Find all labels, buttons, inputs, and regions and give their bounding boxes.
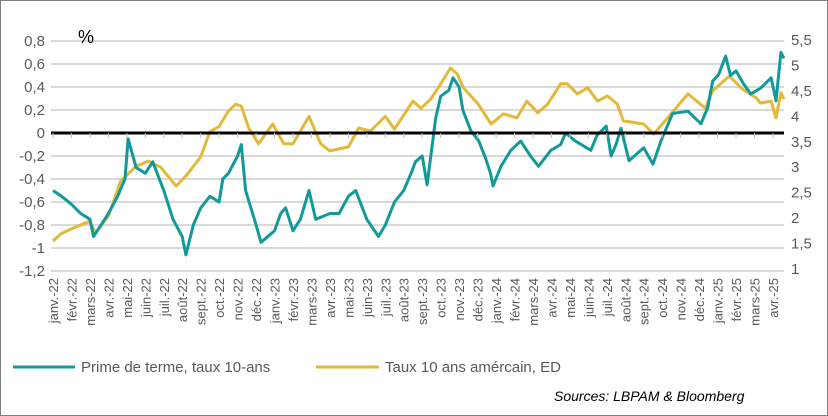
legend-label-us-10y: Taux 10 ans amércain, ED — [385, 359, 561, 376]
x-axis-tick-label: sept.-24 — [637, 278, 652, 325]
x-axis-tick-label: juil.-22 — [157, 278, 172, 317]
x-axis-tick-label: mai-23 — [341, 278, 356, 318]
x-axis-tick-label: déc.-24 — [692, 278, 707, 321]
x-axis-ticks: janv.-22 févr.-22 mars-22 avr.-22 mai-22 juin… — [46, 278, 781, 326]
x-axis-tick-label: mai-24 — [563, 278, 578, 318]
gridlines — [51, 40, 784, 272]
right-axis-ticks: 5,5 5 4,5 4 3,5 3 2,5 2 1,5 1 — [791, 32, 812, 278]
x-axis-tick-label: avr.-23 — [323, 278, 338, 318]
x-axis-tick-label: janv.-23 — [268, 278, 283, 324]
x-axis-tick-label: mars-25 — [747, 278, 762, 326]
left-axis-tick-label: -0,4 — [19, 171, 45, 188]
left-axis-tick-label: -1,2 — [19, 263, 45, 280]
left-axis-tick-label: -0,2 — [19, 148, 45, 165]
right-axis-tick-label: 5 — [791, 57, 799, 74]
x-axis-tick-label: déc.-23 — [471, 278, 486, 321]
x-axis-tick-label: avr.-22 — [101, 278, 116, 318]
left-axis-tick-label: -0,6 — [19, 194, 45, 211]
x-axis-tick-label: mars-24 — [526, 278, 541, 326]
x-axis-tick-label: janv.-22 — [46, 278, 61, 324]
x-axis-tick-label: juin-22 — [138, 278, 153, 318]
series-line-us-10y-rate — [52, 66, 786, 243]
legend-label-term-premium: Prime de terme, taux 10-ans — [81, 359, 270, 376]
right-axis-tick-label: 4 — [791, 108, 799, 125]
x-axis-tick-label: févr.-24 — [508, 278, 523, 321]
x-axis-tick-label: févr.-22 — [64, 278, 79, 321]
x-axis-tick-label: mars-22 — [83, 278, 98, 326]
left-axis-tick-label: 0 — [37, 125, 45, 142]
legend: Prime de terme, taux 10-ans Taux 10 ans … — [13, 359, 561, 376]
left-axis-ticks: 0,8 0,6 0,4 0,2 0 -0,2 -0,4 -0,6 -0,8 -1 -1,2 — [19, 33, 45, 280]
x-axis-tick-label: juil.-24 — [600, 278, 615, 317]
x-axis-tick-label: oct.-23 — [434, 278, 449, 318]
left-axis-tick-label: 0,4 — [24, 79, 45, 96]
right-axis-tick-label: 4,5 — [791, 83, 812, 100]
x-axis-tick-label: nov.-23 — [452, 278, 467, 320]
x-axis-tick-label: sept.-23 — [415, 278, 430, 325]
x-axis-tick-label: févr.-25 — [729, 278, 744, 321]
series-lines — [52, 51, 786, 257]
x-axis-tick-label: août-23 — [397, 278, 412, 322]
x-axis-tick-label: juin-24 — [581, 278, 596, 318]
x-axis-tick-label: janv.-24 — [489, 278, 504, 324]
right-axis-tick-label: 3,5 — [791, 134, 812, 151]
series-line-term-premium — [52, 51, 786, 257]
right-axis-tick-label: 1,5 — [791, 236, 812, 253]
source-note: Sources: LBPAM & Bloomberg — [554, 388, 745, 404]
left-axis-tick-label: -0,8 — [19, 217, 45, 234]
right-axis-tick-label: 2,5 — [791, 185, 812, 202]
x-axis-tick-label: févr.-23 — [286, 278, 301, 321]
x-axis-tick-label: avr.-24 — [544, 278, 559, 318]
right-axis-tick-label: 2 — [791, 210, 799, 227]
right-axis-tick-label: 1 — [791, 261, 799, 278]
x-axis-tick-label: mars-23 — [304, 278, 319, 326]
x-axis-tick-label: oct.-22 — [212, 278, 227, 318]
right-axis-tick-label: 5,5 — [791, 32, 812, 49]
x-axis-tick-label: déc.-22 — [249, 278, 264, 321]
left-axis-tick-label: -1 — [32, 240, 45, 257]
unit-label: % — [78, 27, 94, 47]
x-axis-tick-label: nov.-24 — [674, 278, 689, 320]
zero-line-tick-marks — [52, 133, 774, 138]
x-axis-tick-label: juil.-23 — [378, 278, 393, 317]
x-axis-tick-label: août-22 — [175, 278, 190, 322]
x-axis-tick-label: janv.-25 — [711, 278, 726, 324]
left-axis-tick-label: 0,8 — [24, 33, 45, 50]
left-axis-tick-label: 0,6 — [24, 56, 45, 73]
left-axis-tick-label: 0,2 — [24, 102, 45, 119]
right-axis-tick-label: 3 — [791, 159, 799, 176]
x-axis-tick-label: août-24 — [618, 278, 633, 322]
x-axis-tick-label: juin-23 — [360, 278, 375, 318]
x-axis-tick-label: nov.-22 — [231, 278, 246, 320]
x-axis-tick-label: oct.-24 — [655, 278, 670, 318]
x-axis-tick-label: mai-22 — [120, 278, 135, 318]
x-axis-tick-label: avr.-25 — [766, 278, 781, 318]
x-axis-tick-label: sept.-22 — [194, 278, 209, 325]
